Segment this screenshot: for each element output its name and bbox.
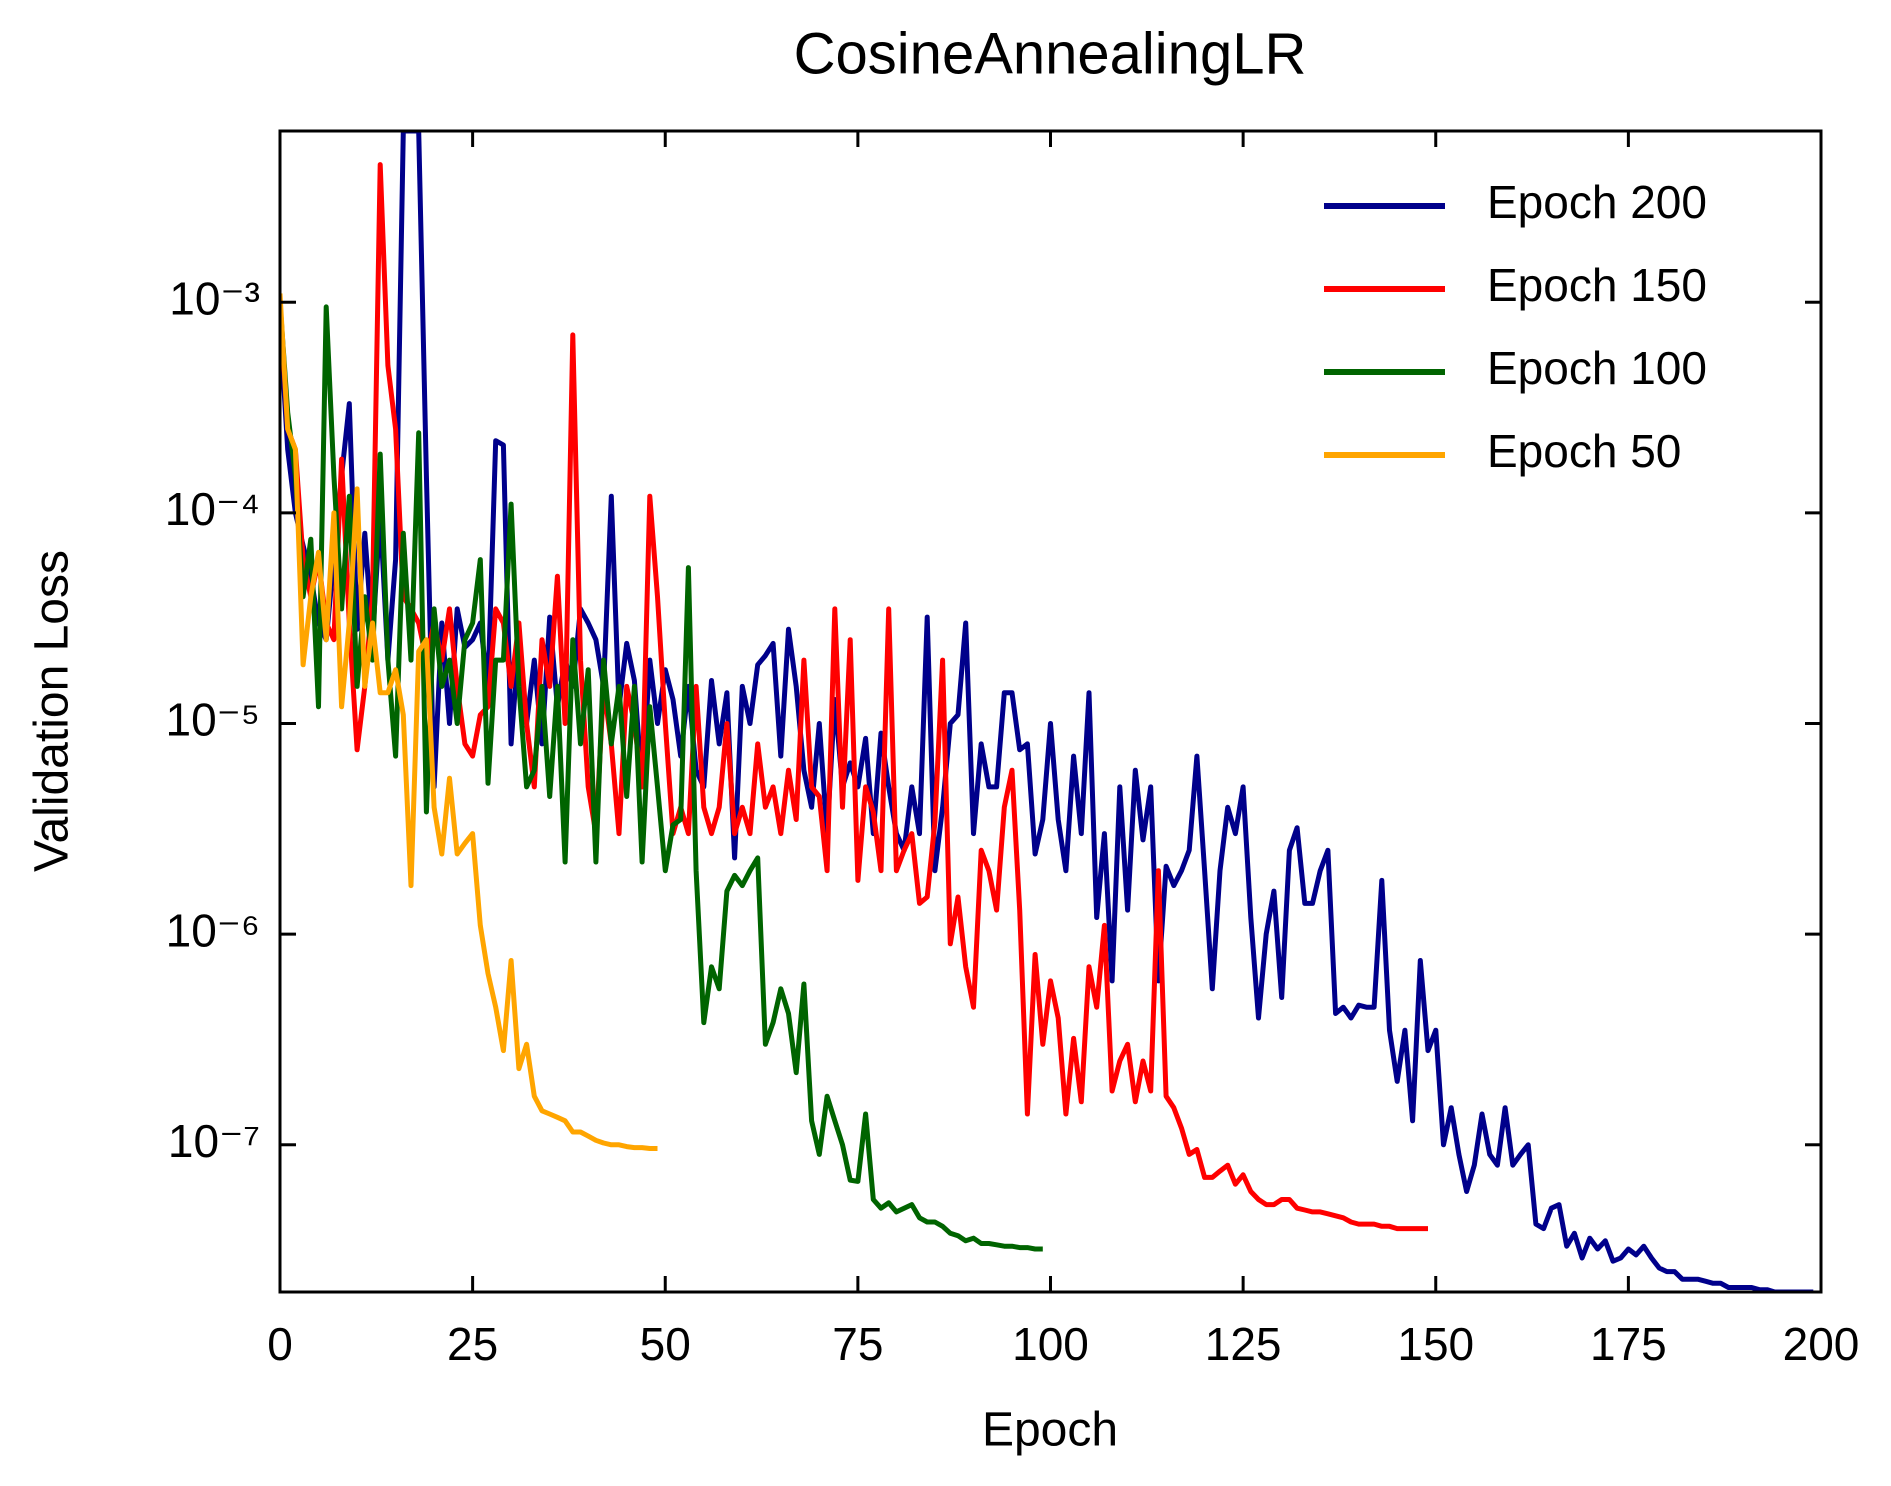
x-tick-label: 200: [1783, 1318, 1860, 1370]
series-line: [280, 302, 1043, 1252]
y-tick-label: 10⁻⁴: [165, 483, 260, 535]
x-tick-label: 0: [267, 1318, 293, 1370]
x-tick-label: 50: [640, 1318, 691, 1370]
y-tick-label: 10⁻⁵: [165, 694, 260, 746]
y-axis-label: Validation Loss: [26, 550, 79, 872]
plot-lines: [280, 131, 1814, 1292]
series-line: [280, 162, 1428, 1232]
legend-label: Epoch 100: [1487, 342, 1707, 394]
x-tick-label: 175: [1590, 1318, 1667, 1370]
series-line: [280, 293, 658, 1151]
y-tick-label: 10⁻⁶: [166, 904, 260, 956]
legend-label: Epoch 50: [1487, 425, 1681, 477]
x-tick-label: 125: [1205, 1318, 1282, 1370]
legend-label: Epoch 150: [1487, 259, 1707, 311]
x-tick-label: 25: [447, 1318, 498, 1370]
y-tick-label: 10⁻³: [169, 272, 260, 324]
x-tick-label: 150: [1397, 1318, 1474, 1370]
x-tick-label: 100: [1012, 1318, 1089, 1370]
chart-title: CosineAnnealingLR: [794, 21, 1307, 86]
legend-label: Epoch 200: [1487, 176, 1707, 228]
y-tick-label: 10⁻⁷: [168, 1115, 260, 1167]
x-axis-label: Epoch: [982, 1404, 1118, 1457]
series-line: [280, 131, 1814, 1292]
x-tick-label: 75: [832, 1318, 883, 1370]
